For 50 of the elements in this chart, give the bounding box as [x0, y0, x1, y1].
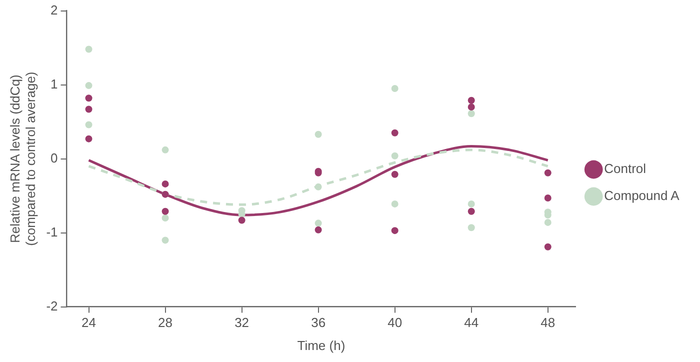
point — [391, 170, 398, 178]
point — [85, 94, 92, 102]
point — [314, 226, 322, 234]
point — [85, 106, 92, 113]
point — [162, 146, 169, 154]
x-tick-label: 24 — [82, 315, 96, 330]
y-tick-label: -1 — [46, 224, 58, 240]
line-series — [88, 144, 550, 216]
point — [468, 208, 475, 215]
point — [468, 110, 475, 118]
point — [391, 129, 398, 136]
point — [162, 180, 169, 188]
point — [162, 236, 169, 244]
point — [391, 152, 398, 160]
point — [468, 200, 475, 208]
point — [468, 224, 475, 232]
point — [544, 243, 552, 250]
y-tick-label: -2 — [46, 298, 58, 314]
x-tick-label: 32 — [234, 315, 250, 330]
x-tick-label: 48 — [540, 315, 556, 330]
point — [468, 96, 475, 104]
x-tick-label: 36 — [311, 315, 326, 330]
y-axis-title: Relative mRNA levels (ddCq) (compared to control average) — [7, 72, 38, 246]
point — [85, 135, 92, 142]
legend-label: Control — [604, 161, 646, 176]
point — [314, 130, 322, 138]
point — [544, 169, 552, 176]
point — [162, 208, 169, 215]
y-tick-label: 1 — [50, 76, 58, 92]
point — [544, 194, 552, 202]
point — [238, 216, 246, 224]
y-tick-label: 2 — [50, 2, 58, 18]
x-tick-label: 28 — [158, 315, 173, 330]
point — [314, 220, 322, 227]
point — [391, 227, 398, 234]
point — [85, 121, 92, 128]
x-axis-title: Time (h) — [297, 338, 346, 353]
point — [85, 82, 92, 90]
legend-label: Compound A — [604, 188, 680, 204]
point — [544, 218, 552, 226]
point — [162, 190, 169, 198]
point — [314, 183, 322, 190]
point — [391, 85, 398, 92]
x-tick-label: 44 — [464, 315, 479, 330]
point — [391, 200, 398, 208]
y-tick-label: 0 — [50, 150, 58, 166]
point — [468, 104, 475, 110]
point — [162, 214, 169, 222]
x-tick-label: 40 — [388, 315, 402, 330]
point — [85, 46, 92, 53]
